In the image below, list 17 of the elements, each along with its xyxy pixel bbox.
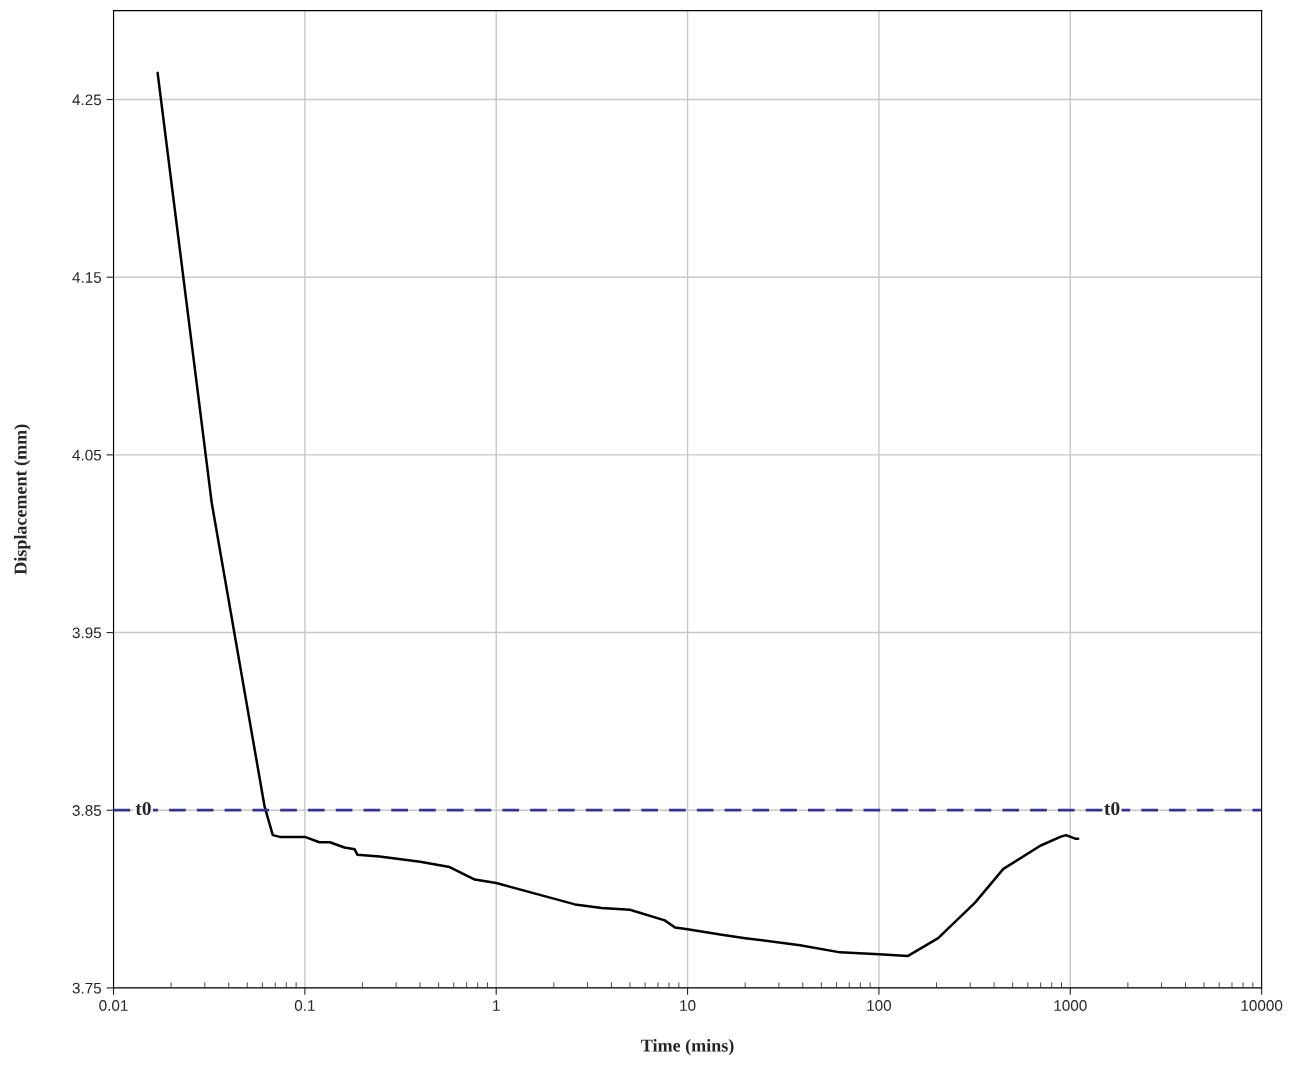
annotation: t0 xyxy=(1104,801,1120,816)
y-tick-label: 4.05 xyxy=(72,449,102,461)
x-tick-label: 1 xyxy=(493,1000,500,1011)
x-tick-label: 10 xyxy=(680,1000,696,1011)
annotation: t0 xyxy=(135,801,151,816)
y-tick-label: 4.25 xyxy=(72,94,102,106)
y-tick-label: 4.15 xyxy=(72,272,102,283)
x-tick-label: 0.01 xyxy=(99,1000,128,1011)
y-tick-label: 3.85 xyxy=(72,805,102,816)
x-tick-label: 1000 xyxy=(1054,1000,1087,1011)
x-axis-title: Time (mins) xyxy=(641,1038,734,1056)
x-tick-label: 0.1 xyxy=(294,1000,315,1011)
y-tick-label: 3.95 xyxy=(72,627,102,639)
y-axis-title: Displacement (mm) xyxy=(13,424,31,575)
x-tick-label: 10000 xyxy=(1241,1000,1283,1011)
y-tick-label: 3.75 xyxy=(72,982,102,994)
x-tick-label: 100 xyxy=(867,1000,892,1011)
